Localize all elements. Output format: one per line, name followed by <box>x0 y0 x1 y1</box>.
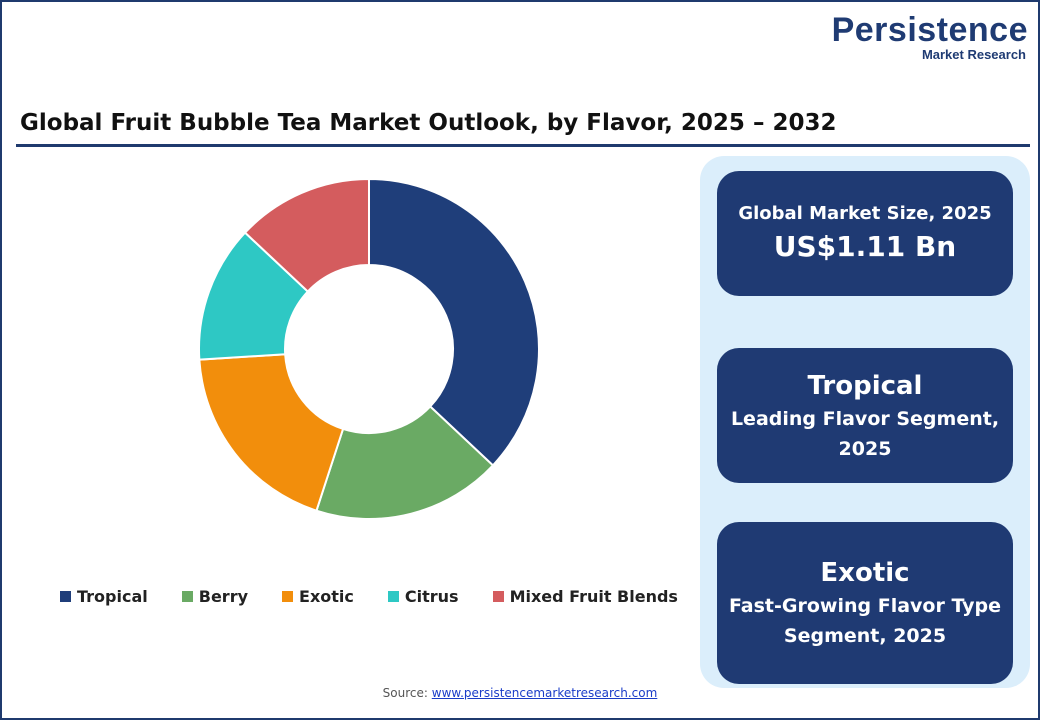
brand-logo: Persistence Market Research <box>832 12 1028 62</box>
source-link[interactable]: www.persistencemarketresearch.com <box>431 686 658 700</box>
legend-swatch <box>60 590 71 602</box>
slice-berry <box>315 405 495 520</box>
market-size-label: Global Market Size, 2025 <box>738 202 992 224</box>
legend-item-citrus: Citrus <box>387 586 459 606</box>
title-divider <box>16 144 1030 147</box>
legend-label: Exotic <box>299 586 354 606</box>
slice-mixed-fruit-blends <box>243 177 370 293</box>
source-label: Source: <box>382 686 428 700</box>
leading-segment-caption: Leading Flavor Segment, 2025 <box>730 407 1000 460</box>
fast-growing-card: Exotic Fast-Growing Flavor Type Segment,… <box>717 522 1013 684</box>
market-size-value: US$1.11 Bn <box>773 229 957 263</box>
fast-growing-name: Exotic <box>820 558 910 588</box>
legend-swatch <box>492 590 504 602</box>
slice-exotic <box>198 353 345 512</box>
legend-item-mixed-fruit-blends: Mixed Fruit Blends <box>492 586 678 606</box>
legend-swatch <box>282 590 294 602</box>
fast-growing-caption: Fast-Growing Flavor Type Segment, 2025 <box>728 595 1002 647</box>
legend-label: Citrus <box>404 586 459 606</box>
brand-tagline: Market Research <box>921 47 1026 62</box>
donut-chart <box>198 177 540 520</box>
legend-item-berry: Berry <box>181 586 249 606</box>
legend-item-exotic: Exotic <box>282 587 354 606</box>
legend-swatch <box>181 590 193 602</box>
leading-segment-name: Tropical <box>807 370 923 401</box>
chart-title: Global Fruit Bubble Tea Market Outlook, … <box>20 110 837 136</box>
chart-legend: Tropical Berry Exotic Citrus Mixed Fruit Ble… <box>60 584 700 608</box>
slice-tropical <box>368 177 540 467</box>
source-line: Source: www.persistencemarketresearch.co… <box>0 686 1040 700</box>
legend-label: Mixed Fruit Blends <box>509 586 678 606</box>
donut-slices <box>198 177 540 520</box>
legend-item-tropical: Tropical <box>60 587 148 606</box>
market-size-card: Global Market Size, 2025 US$1.11 Bn <box>717 171 1013 296</box>
brand-name: Persistence <box>831 11 1028 49</box>
legend-label: Berry <box>198 586 249 606</box>
leading-segment-card: Tropical Leading Flavor Segment, 2025 <box>717 348 1013 483</box>
legend-swatch <box>387 590 399 602</box>
legend-label: Tropical <box>77 586 148 606</box>
